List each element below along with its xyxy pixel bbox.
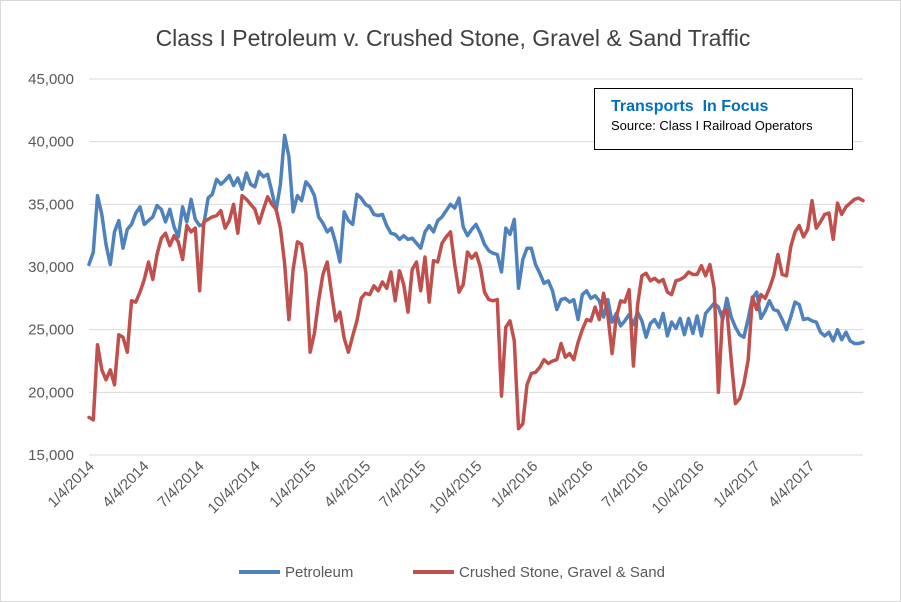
x-tick-label: 4/4/2015 [321, 458, 374, 511]
x-tick-label: 1/4/2016 [488, 458, 541, 511]
x-tick-label: 1/4/2015 [266, 458, 319, 511]
chart-title: Class I Petroleum v. Crushed Stone, Grav… [156, 25, 751, 51]
legend-label: Crushed Stone, Gravel & Sand [459, 564, 665, 581]
annotation-title: Transports In Focus [611, 98, 769, 115]
x-tick-label: 10/4/2014 [204, 458, 263, 517]
y-tick-label: 25,000 [28, 322, 74, 339]
x-tick-label: 7/4/2014 [154, 458, 207, 511]
y-tick-label: 15,000 [28, 447, 74, 464]
x-tick-label: 1/4/2014 [45, 458, 98, 511]
y-tick-label: 45,000 [28, 71, 74, 88]
x-tick-label: 10/4/2015 [426, 458, 485, 517]
y-tick-label: 30,000 [28, 259, 74, 276]
y-axis-ticks: 15,000 20,000 25,000 30,000 35,000 40,000 45,0… [28, 71, 74, 464]
x-tick-label: 1/4/2017 [710, 458, 763, 511]
crushed-stone-line [87, 193, 865, 431]
legend-label: Petroleum [285, 564, 353, 581]
x-tick-label: 7/4/2016 [599, 458, 652, 511]
legend: Petroleum Crushed Stone, Gravel & Sand [239, 564, 665, 581]
y-tick-label: 20,000 [28, 384, 74, 401]
x-tick-label: 4/4/2016 [543, 458, 596, 511]
y-tick-label: 40,000 [28, 134, 74, 151]
x-tick-label: 4/4/2014 [99, 458, 152, 511]
series-lines [87, 133, 865, 431]
source-annotation-box: Transports In Focus Source: Class I Rail… [594, 88, 853, 150]
x-tick-label: 10/4/2016 [649, 458, 708, 517]
y-tick-label: 35,000 [28, 196, 74, 213]
x-tick-label: 4/4/2017 [765, 458, 818, 511]
annotation-source: Source: Class I Railroad Operators [611, 118, 813, 133]
x-tick-label: 7/4/2015 [376, 458, 429, 511]
petroleum-line [87, 133, 865, 346]
